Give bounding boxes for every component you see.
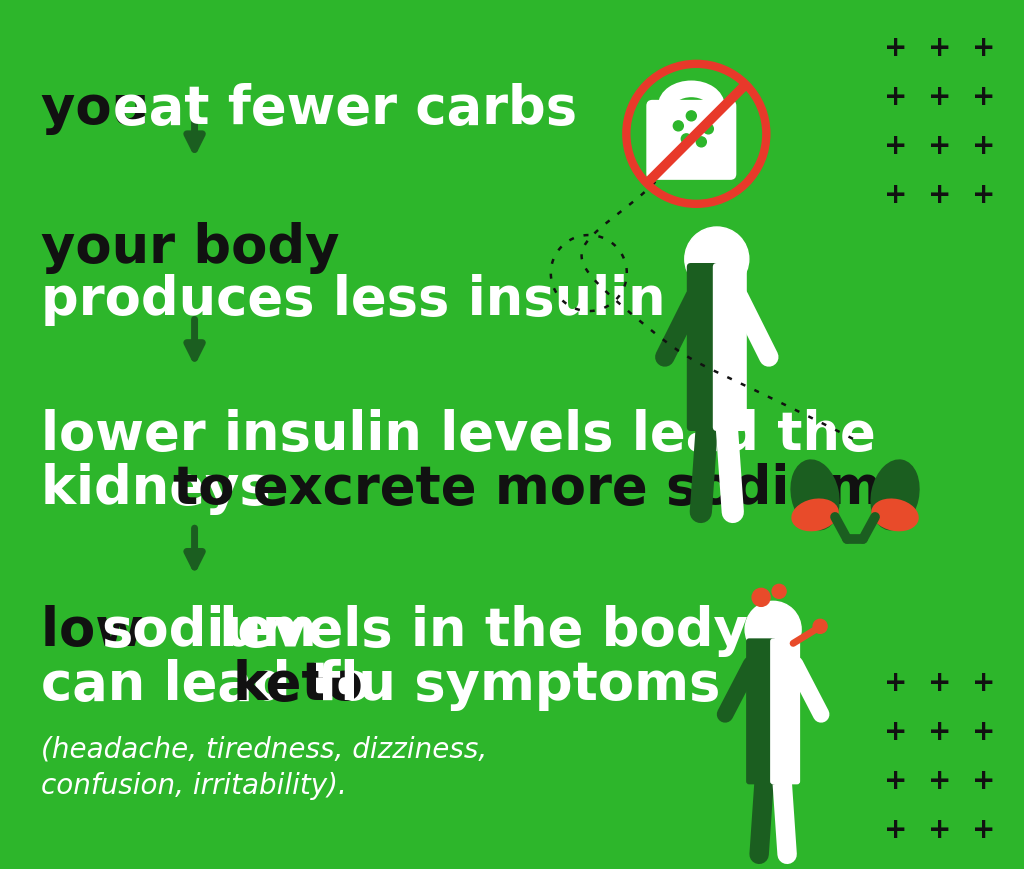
Circle shape: [752, 588, 770, 607]
Text: you: you: [41, 83, 168, 135]
Text: +: +: [973, 181, 995, 209]
Text: to excrete more sodium: to excrete more sodium: [173, 462, 882, 514]
Text: +: +: [973, 83, 995, 111]
Text: +: +: [929, 815, 951, 844]
Text: low: low: [41, 604, 163, 656]
Text: (headache, tiredness, dizziness,
confusion, irritability).: (headache, tiredness, dizziness, confusi…: [41, 734, 487, 799]
Text: eat fewer carbs: eat fewer carbs: [113, 83, 578, 135]
Text: +: +: [885, 34, 907, 62]
Text: +: +: [973, 668, 995, 696]
Circle shape: [685, 228, 749, 292]
Text: +: +: [973, 766, 995, 794]
Text: +: +: [885, 132, 907, 160]
Text: kidneys: kidneys: [41, 462, 289, 514]
Text: can lead to: can lead to: [41, 658, 389, 710]
Text: +: +: [929, 717, 951, 746]
Text: +: +: [885, 83, 907, 111]
FancyBboxPatch shape: [646, 101, 736, 181]
Ellipse shape: [791, 460, 840, 531]
Text: your body: your body: [41, 222, 340, 274]
Text: +: +: [973, 717, 995, 746]
Text: +: +: [973, 815, 995, 844]
Text: produces less insulin: produces less insulin: [41, 274, 666, 326]
Circle shape: [813, 620, 827, 634]
Text: +: +: [885, 668, 907, 696]
Text: +: +: [929, 132, 951, 160]
Text: +: +: [885, 181, 907, 209]
Text: +: +: [929, 181, 951, 209]
Text: levels in the body: levels in the body: [201, 604, 748, 656]
Text: flu symptoms: flu symptoms: [299, 658, 720, 710]
Ellipse shape: [871, 499, 919, 532]
Ellipse shape: [792, 499, 839, 532]
FancyBboxPatch shape: [713, 263, 746, 432]
Text: +: +: [885, 766, 907, 794]
Circle shape: [681, 135, 691, 144]
Text: +: +: [885, 717, 907, 746]
Text: +: +: [885, 815, 907, 844]
Text: sodium: sodium: [101, 604, 316, 656]
Text: +: +: [929, 766, 951, 794]
FancyBboxPatch shape: [746, 639, 776, 785]
Text: +: +: [973, 132, 995, 160]
Circle shape: [745, 601, 801, 658]
Text: +: +: [973, 34, 995, 62]
Circle shape: [696, 137, 707, 148]
Text: +: +: [929, 668, 951, 696]
Text: +: +: [929, 83, 951, 111]
Circle shape: [703, 125, 714, 135]
Ellipse shape: [870, 460, 920, 531]
Circle shape: [674, 122, 683, 132]
Text: lower insulin levels lead the: lower insulin levels lead the: [41, 408, 876, 461]
FancyBboxPatch shape: [770, 639, 800, 785]
FancyBboxPatch shape: [687, 263, 721, 432]
Text: keto: keto: [233, 658, 364, 710]
Circle shape: [772, 585, 786, 599]
Text: +: +: [929, 34, 951, 62]
Circle shape: [686, 112, 696, 122]
